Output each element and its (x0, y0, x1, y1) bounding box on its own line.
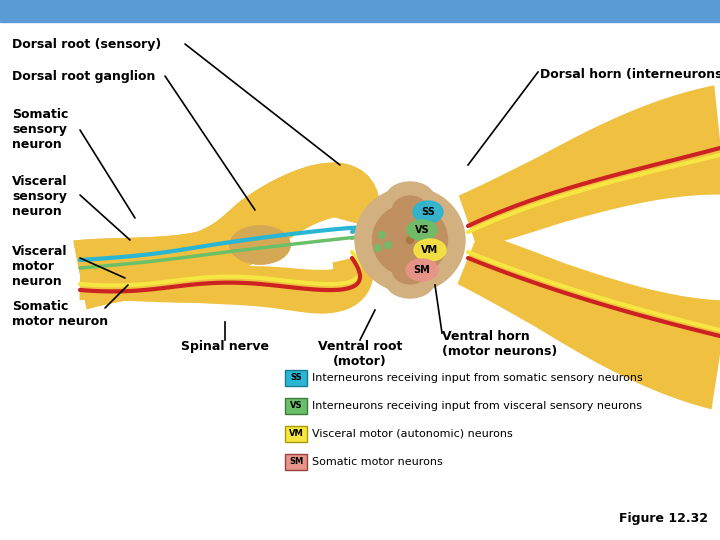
Text: Visceral motor (autonomic) neurons: Visceral motor (autonomic) neurons (312, 429, 513, 439)
Polygon shape (73, 163, 379, 309)
Polygon shape (79, 253, 374, 314)
Ellipse shape (407, 220, 437, 240)
Text: Somatic motor neurons: Somatic motor neurons (312, 457, 443, 467)
Polygon shape (457, 232, 720, 409)
FancyBboxPatch shape (285, 426, 307, 442)
Ellipse shape (392, 196, 428, 224)
Text: Ventral root
(motor): Ventral root (motor) (318, 340, 402, 368)
Text: SM: SM (413, 265, 431, 275)
Text: Ventral horn
(motor neurons): Ventral horn (motor neurons) (442, 330, 557, 358)
Ellipse shape (414, 239, 446, 261)
FancyBboxPatch shape (285, 454, 307, 470)
FancyBboxPatch shape (285, 370, 307, 386)
Text: Interneurons receiving input from somatic sensory neurons: Interneurons receiving input from somati… (312, 373, 643, 383)
Text: Dorsal root (sensory): Dorsal root (sensory) (12, 38, 161, 51)
Text: Spinal nerve: Spinal nerve (181, 340, 269, 353)
Ellipse shape (386, 182, 434, 214)
Text: Visceral
motor
neuron: Visceral motor neuron (12, 245, 68, 288)
Ellipse shape (392, 256, 428, 284)
FancyBboxPatch shape (285, 398, 307, 414)
Ellipse shape (407, 237, 413, 244)
Text: VS: VS (415, 225, 429, 235)
Polygon shape (459, 85, 720, 248)
Ellipse shape (355, 187, 465, 293)
Polygon shape (73, 163, 379, 309)
Text: Dorsal horn (interneurons): Dorsal horn (interneurons) (540, 68, 720, 81)
Text: VM: VM (421, 245, 438, 255)
Ellipse shape (406, 259, 438, 281)
Text: Dorsal root ganglion: Dorsal root ganglion (12, 70, 156, 83)
Ellipse shape (386, 266, 434, 298)
Ellipse shape (379, 232, 385, 239)
Text: SS: SS (290, 374, 302, 382)
Text: SM: SM (289, 457, 303, 467)
Ellipse shape (413, 201, 443, 223)
Text: SS: SS (421, 207, 435, 217)
Text: VS: VS (289, 402, 302, 410)
Bar (0, 0, 720, 22)
Text: Interneurons receiving input from visceral sensory neurons: Interneurons receiving input from viscer… (312, 401, 642, 411)
Ellipse shape (372, 204, 448, 276)
Text: Somatic
sensory
neuron: Somatic sensory neuron (12, 108, 68, 151)
Ellipse shape (230, 226, 290, 264)
Text: Visceral
sensory
neuron: Visceral sensory neuron (12, 175, 68, 218)
Text: Somatic
motor neuron: Somatic motor neuron (12, 300, 108, 328)
Text: VM: VM (289, 429, 303, 438)
Ellipse shape (230, 226, 290, 264)
Ellipse shape (384, 241, 392, 248)
Text: Figure 12.32: Figure 12.32 (619, 512, 708, 525)
Ellipse shape (374, 245, 382, 252)
